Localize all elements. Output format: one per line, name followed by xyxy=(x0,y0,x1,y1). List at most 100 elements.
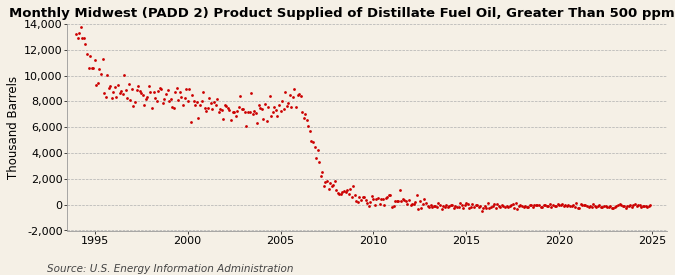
Point xyxy=(492,202,503,206)
Point xyxy=(325,181,335,185)
Point xyxy=(541,204,552,208)
Point xyxy=(82,51,92,56)
Point xyxy=(641,204,651,208)
Point xyxy=(91,83,102,87)
Point xyxy=(194,103,205,107)
Point xyxy=(302,118,313,122)
Point xyxy=(329,179,340,183)
Point xyxy=(271,108,281,112)
Point xyxy=(120,88,131,92)
Point xyxy=(408,202,419,207)
Point xyxy=(479,204,490,208)
Point xyxy=(352,200,363,205)
Point xyxy=(360,198,371,202)
Point xyxy=(175,90,186,94)
Point xyxy=(209,100,219,104)
Point xyxy=(622,204,632,208)
Point xyxy=(334,192,345,196)
Point xyxy=(238,107,249,111)
Point xyxy=(304,129,315,133)
Point xyxy=(331,188,342,192)
Point xyxy=(89,58,100,62)
Point xyxy=(503,204,514,209)
Point xyxy=(489,202,500,206)
Point xyxy=(215,107,225,111)
Point xyxy=(535,205,546,210)
Point xyxy=(362,201,373,205)
Point xyxy=(381,196,392,200)
Point xyxy=(580,203,591,207)
Point xyxy=(144,84,155,88)
Point xyxy=(97,57,108,61)
Point xyxy=(410,200,421,205)
Point xyxy=(459,202,470,207)
Point xyxy=(261,119,272,123)
Point xyxy=(80,42,91,46)
Point xyxy=(284,92,295,97)
Point xyxy=(202,106,213,111)
Point xyxy=(574,206,585,210)
Point xyxy=(396,199,406,203)
Point xyxy=(99,91,109,95)
Point xyxy=(102,73,113,77)
Point xyxy=(92,81,103,85)
Point xyxy=(475,204,485,208)
Point xyxy=(319,184,329,188)
Point xyxy=(190,102,200,107)
Point xyxy=(250,111,261,116)
Point xyxy=(363,204,374,208)
Point xyxy=(145,89,156,94)
Point xyxy=(289,87,300,91)
Point xyxy=(566,204,577,208)
Point xyxy=(611,204,622,208)
Point xyxy=(221,104,232,108)
Point xyxy=(563,203,574,208)
Point xyxy=(376,197,387,201)
Point xyxy=(348,183,358,188)
Point xyxy=(283,100,294,105)
Point xyxy=(529,202,540,207)
Point xyxy=(624,204,634,209)
Point xyxy=(394,188,405,192)
Point xyxy=(508,201,518,206)
Point xyxy=(430,204,441,208)
Point xyxy=(188,99,199,104)
Point xyxy=(427,205,437,209)
Point xyxy=(153,89,163,93)
Point xyxy=(162,87,173,92)
Point xyxy=(383,192,394,197)
Point xyxy=(493,204,504,208)
Point xyxy=(404,198,414,202)
Point xyxy=(342,188,352,193)
Point xyxy=(466,205,477,209)
Point xyxy=(350,192,360,197)
Point xyxy=(639,204,649,208)
Point xyxy=(186,120,196,124)
Point xyxy=(170,90,181,95)
Point xyxy=(165,97,176,101)
Point xyxy=(631,204,642,208)
Point xyxy=(159,97,170,101)
Point xyxy=(587,205,597,209)
Point xyxy=(467,202,478,206)
Point xyxy=(210,103,221,107)
Point xyxy=(171,86,182,91)
Point xyxy=(297,110,308,114)
Point xyxy=(182,99,193,103)
Point xyxy=(86,66,97,70)
Point xyxy=(227,110,238,114)
Title: Monthly Midwest (PADD 2) Product Supplied of Distillate Fuel Oil, Greater Than 5: Monthly Midwest (PADD 2) Product Supplie… xyxy=(9,7,675,20)
Point xyxy=(385,192,396,197)
Point xyxy=(448,206,459,210)
Point xyxy=(425,203,436,207)
Point xyxy=(122,96,133,100)
Point xyxy=(229,110,240,114)
Point xyxy=(241,124,252,129)
Point xyxy=(377,197,388,202)
Point xyxy=(546,205,557,209)
Point xyxy=(564,204,575,208)
Point xyxy=(628,203,639,207)
Point xyxy=(291,105,302,109)
Point xyxy=(594,203,605,208)
Point xyxy=(645,203,656,207)
